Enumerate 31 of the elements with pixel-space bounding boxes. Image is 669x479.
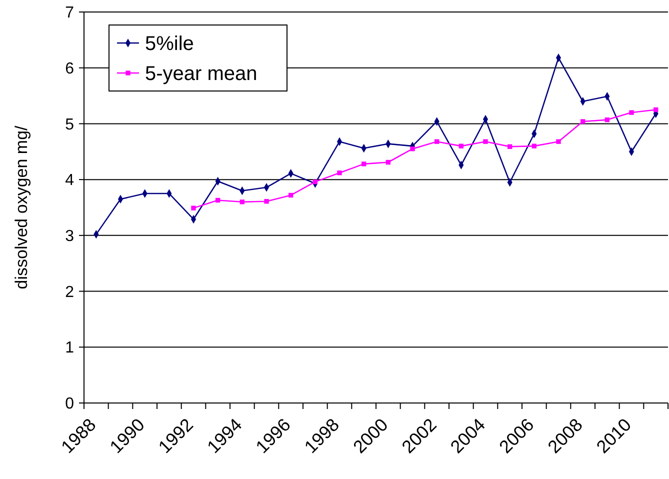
point: [312, 179, 318, 184]
point: [483, 139, 488, 144]
point: [191, 206, 196, 210]
legend-label: 5%ile: [145, 33, 194, 55]
point: [337, 170, 342, 176]
point: [361, 162, 366, 166]
point: [580, 119, 586, 124]
point: [264, 199, 269, 204]
point: [532, 144, 537, 148]
point: [604, 117, 610, 122]
y-tick-label: 1: [65, 340, 74, 357]
point: [458, 144, 464, 148]
point: [215, 198, 220, 203]
point: [556, 139, 561, 144]
y-tick-label: 3: [65, 228, 74, 246]
point: [653, 107, 658, 112]
y-tick-label: 6: [65, 60, 74, 78]
y-tick-label: 7: [65, 4, 74, 22]
point: [434, 139, 440, 144]
point: [288, 192, 294, 198]
point: [240, 200, 245, 204]
point: [386, 160, 391, 165]
point: [507, 144, 512, 149]
y-tick-label: 0: [65, 396, 74, 413]
y-axis-title: dissolved oxygen mg/: [12, 125, 31, 290]
y-tick-label: 5: [65, 116, 74, 134]
y-tick-label: 2: [65, 284, 74, 301]
point: [629, 110, 634, 115]
legend-label: 5-year mean: [145, 63, 258, 85]
y-tick-label: 4: [65, 172, 74, 190]
point: [410, 146, 415, 152]
